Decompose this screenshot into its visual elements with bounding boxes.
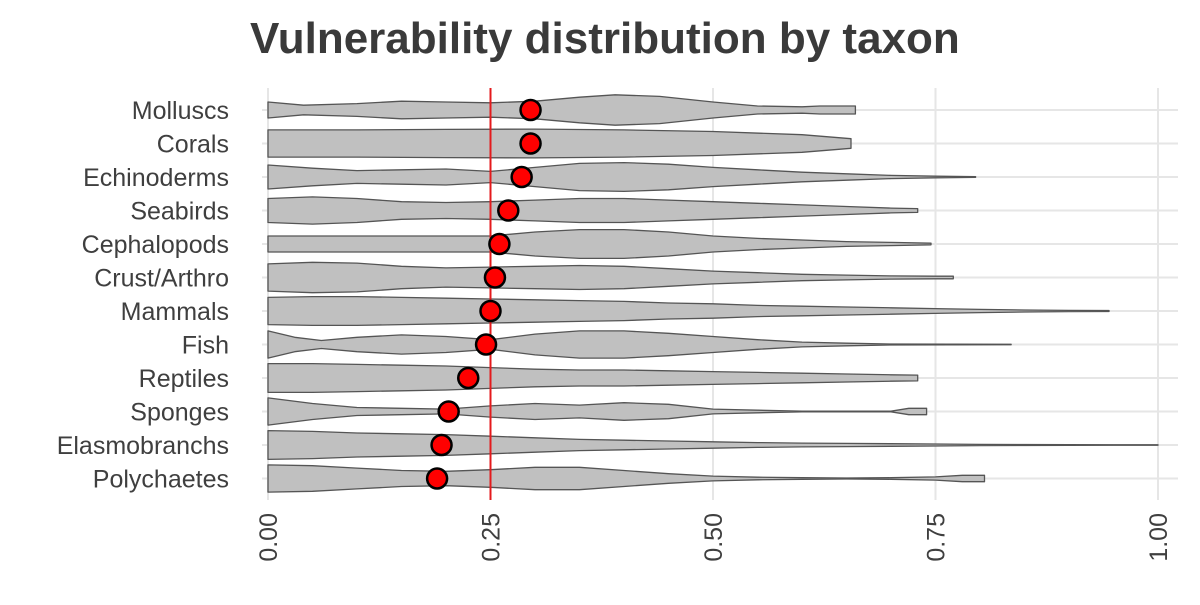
- x-tick-label: 0.50: [700, 513, 728, 562]
- mean-point: [437, 400, 460, 423]
- y-tick-label: Corals: [157, 131, 229, 159]
- y-tick-label: Polychaetes: [93, 466, 229, 494]
- mean-point: [474, 333, 498, 356]
- violin-sponges: [267, 397, 928, 426]
- mean-point: [488, 232, 511, 256]
- y-tick-label: Fish: [182, 332, 229, 360]
- y-tick-label: Cephalopods: [82, 231, 229, 259]
- mean-point: [430, 433, 453, 457]
- violin-seabirds: [267, 196, 919, 225]
- chart-title: Vulnerability distribution by taxon: [250, 14, 960, 63]
- y-tick-label: Echinoderms: [83, 164, 229, 192]
- x-tick-label: 0.25: [478, 513, 506, 562]
- y-tick-label: Reptiles: [139, 365, 229, 393]
- mean-point: [510, 165, 533, 189]
- y-tick-label: Crust/Arthro: [94, 265, 229, 293]
- mean-point: [497, 199, 520, 222]
- violin-mammals: [267, 295, 1110, 327]
- mean-point: [483, 266, 507, 289]
- mean-point: [519, 132, 542, 155]
- violin-cephalopods: [267, 228, 932, 260]
- x-tick-label: 0.00: [255, 513, 283, 562]
- mean-point: [425, 467, 449, 490]
- x-tick-label: 0.75: [923, 513, 951, 562]
- mean-point: [519, 98, 542, 122]
- violin-molluscs: [267, 94, 857, 126]
- mean-point: [457, 366, 480, 390]
- y-tick-label: Molluscs: [132, 97, 229, 125]
- y-tick-label: Sponges: [130, 399, 229, 427]
- x-tick-labels: 0.00 0.25 0.50 0.75 1.00: [255, 513, 1173, 562]
- violin-echinoderms: [267, 161, 977, 193]
- violin-reptiles: [267, 362, 919, 394]
- mean-point-layer: [425, 98, 542, 490]
- x-tick-label: 1.00: [1145, 513, 1173, 562]
- y-tick-label: Elasmobranchs: [57, 432, 229, 460]
- violin-polychaetes: [267, 464, 986, 493]
- y-tick-label: Seabirds: [130, 198, 229, 226]
- violin-crust-arthro: [267, 261, 954, 294]
- y-tick-labels: Molluscs Corals Echinoderms Seabirds Cephalo…: [57, 97, 229, 494]
- violin-fish: [267, 330, 1012, 359]
- y-tick-label: Mammals: [121, 298, 229, 326]
- violin-corals: [267, 128, 852, 159]
- mean-point: [479, 299, 502, 323]
